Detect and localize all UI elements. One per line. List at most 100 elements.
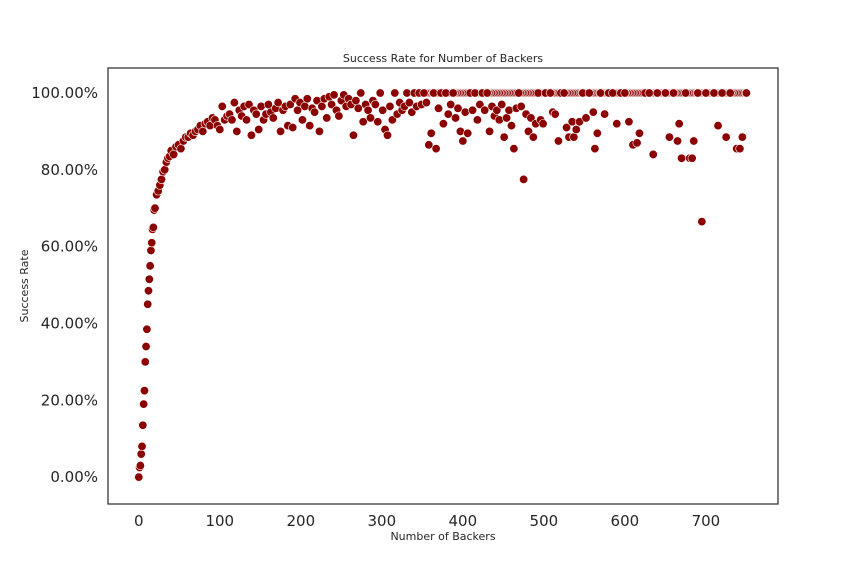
data-point: [499, 132, 509, 142]
y-tick-label: 40.00%: [41, 314, 98, 332]
data-point: [693, 88, 703, 98]
data-point: [634, 128, 644, 138]
data-point: [137, 441, 147, 451]
x-tick-label: 700: [692, 512, 721, 530]
data-point: [584, 88, 594, 98]
x-axis-title: Number of Backers: [390, 530, 495, 543]
data-point: [725, 88, 735, 98]
data-point: [146, 245, 156, 255]
plot-frame: [107, 67, 779, 505]
data-point: [246, 130, 256, 140]
data-point: [562, 123, 572, 133]
data-point: [407, 107, 417, 117]
data-point: [644, 88, 654, 98]
data-point: [176, 144, 186, 154]
data-point: [480, 105, 490, 115]
chart-title: Success Rate for Number of Backers: [343, 52, 544, 65]
data-point: [144, 286, 154, 296]
data-point: [434, 103, 444, 113]
data-point: [314, 126, 324, 136]
data-point: [502, 113, 512, 123]
data-point: [528, 132, 538, 142]
data-point: [709, 88, 719, 98]
data-point: [385, 101, 395, 111]
data-point: [652, 88, 662, 98]
data-point: [475, 99, 485, 109]
data-point: [169, 149, 179, 159]
data-point: [147, 238, 157, 248]
data-point: [387, 115, 397, 125]
data-point: [446, 99, 456, 109]
data-point: [596, 88, 606, 98]
data-point: [571, 124, 581, 134]
data-point: [443, 109, 453, 119]
data-point: [351, 96, 361, 106]
data-point: [136, 449, 146, 459]
x-tick-label: 0: [134, 512, 144, 530]
data-point: [550, 109, 560, 119]
data-point: [448, 88, 458, 98]
data-point: [285, 99, 295, 109]
data-point: [358, 117, 368, 127]
data-point: [463, 128, 473, 138]
y-tick-label: 100.00%: [31, 84, 98, 102]
data-point: [288, 123, 298, 133]
data-point: [232, 126, 242, 136]
data-point: [229, 98, 239, 108]
data-point: [404, 98, 414, 108]
data-point: [140, 357, 150, 367]
y-axis-ticks: 0.00% 20.00% 40.00% 60.00% 80.00% 100.00%: [31, 84, 98, 486]
data-point: [322, 113, 332, 123]
data-point: [150, 203, 160, 213]
data-point: [438, 119, 448, 129]
x-tick-label: 600: [611, 512, 640, 530]
data-point: [590, 144, 600, 154]
data-point: [244, 99, 254, 109]
data-point: [485, 126, 495, 136]
data-point: [348, 130, 358, 140]
data-point: [251, 109, 261, 119]
data-point: [664, 132, 674, 142]
data-point: [737, 132, 747, 142]
data-point: [523, 126, 533, 136]
data-point: [673, 136, 683, 146]
data-point: [468, 105, 478, 115]
data-point: [356, 88, 366, 98]
data-point: [134, 472, 144, 482]
data-point: [624, 117, 634, 127]
data-point: [156, 174, 166, 184]
data-point: [310, 107, 320, 117]
data-point: [198, 126, 208, 136]
x-tick-label: 200: [286, 512, 315, 530]
data-point: [426, 128, 436, 138]
data-point: [492, 105, 502, 115]
data-point: [370, 99, 380, 109]
data-point: [497, 99, 507, 109]
data-point: [509, 144, 519, 154]
x-axis-ticks: 0 100 200 300 400 500 600 700: [134, 512, 720, 530]
data-point: [482, 88, 492, 98]
data-points-layer: [134, 88, 751, 482]
data-point: [141, 342, 151, 352]
data-point: [317, 101, 327, 111]
y-axis-title: Success Rate: [18, 249, 31, 322]
y-tick-label: 60.00%: [41, 238, 98, 256]
x-tick-label: 400: [449, 512, 478, 530]
data-point: [431, 144, 441, 154]
data-point: [620, 88, 630, 98]
data-point: [334, 111, 344, 121]
data-point: [242, 115, 252, 125]
data-point: [660, 88, 670, 98]
data-point: [472, 115, 482, 125]
data-point: [139, 399, 149, 409]
data-point: [373, 117, 383, 127]
data-point: [363, 105, 373, 115]
x-tick-label: 100: [205, 512, 234, 530]
data-point: [559, 88, 569, 98]
data-point: [139, 386, 149, 396]
y-tick-label: 20.00%: [41, 391, 98, 409]
data-point: [215, 124, 225, 134]
data-point: [305, 121, 315, 131]
data-point: [353, 103, 363, 113]
y-tick-label: 0.00%: [50, 468, 98, 486]
